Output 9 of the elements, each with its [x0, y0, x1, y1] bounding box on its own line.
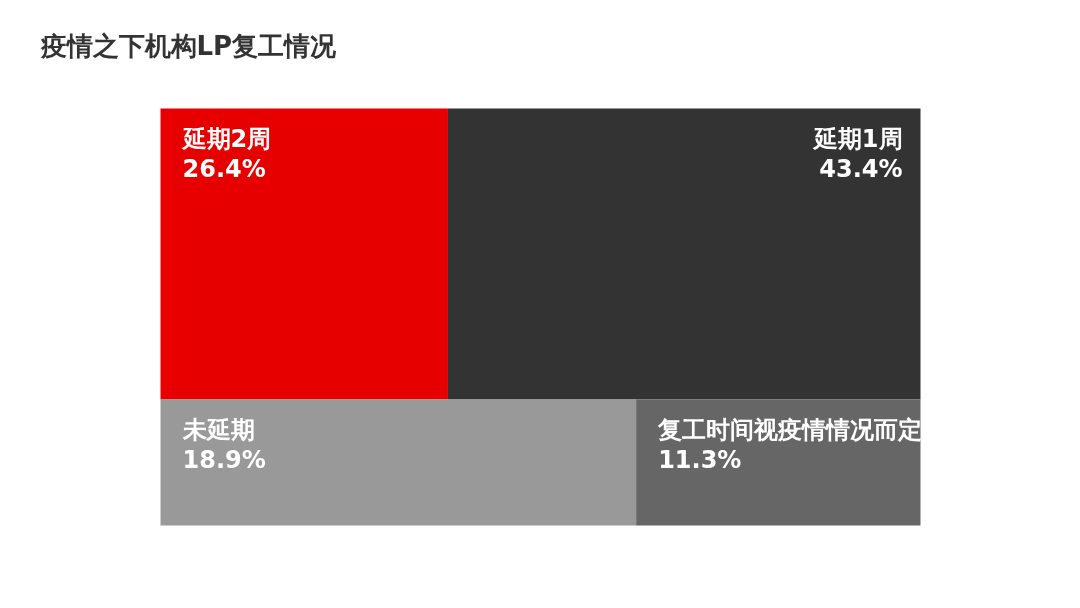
- category-label: 复工时间视疫情情况而定: [657, 415, 923, 444]
- data-label: 18.9%: [182, 445, 266, 474]
- category-label: 延期2周: [180, 124, 272, 153]
- text: 疫情之下机构LP复工情况: [39, 30, 338, 61]
- data-label: 26.4%: [182, 154, 266, 183]
- data-label: 43.4%: [819, 154, 903, 183]
- category-label: 延期1周: [811, 124, 903, 153]
- category-label: 未延期: [181, 415, 255, 444]
- data-label: 11.3%: [658, 445, 742, 474]
